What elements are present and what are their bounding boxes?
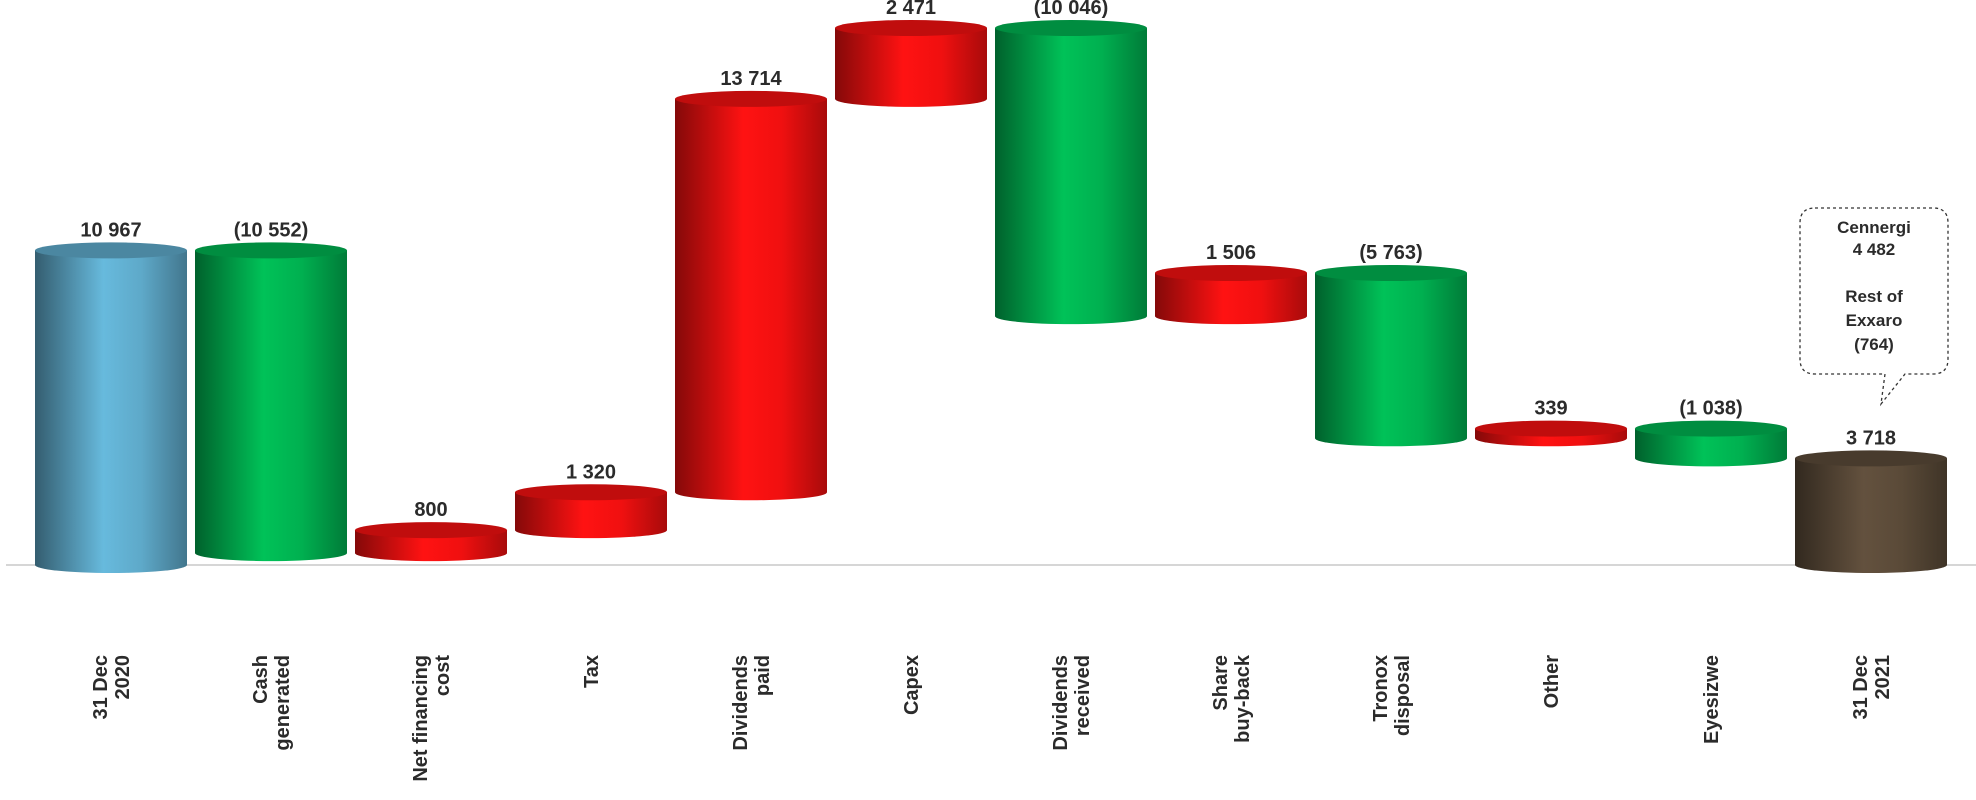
bar (995, 20, 1147, 325)
bar-top (835, 20, 987, 36)
bar (675, 90, 827, 501)
bar-top (675, 90, 827, 107)
bar (35, 242, 187, 573)
bar (195, 242, 347, 562)
category-label: Tronoxdisposal (1370, 655, 1414, 736)
bar-body (1635, 428, 1787, 467)
value-label: 1 506 (1206, 242, 1256, 264)
category-line: paid (752, 655, 774, 696)
bar-body (515, 492, 667, 539)
category-line: Tronox (1370, 655, 1392, 722)
category-label: Cashgenerated (250, 655, 294, 751)
category-line: 31 Dec (90, 655, 112, 720)
category-line: Share (1210, 655, 1232, 711)
category-line: Other (1541, 655, 1563, 709)
value-label: 1 320 (566, 461, 616, 483)
bar-body (1315, 272, 1467, 447)
category-label: Dividendsreceived (1050, 655, 1094, 751)
bar (1315, 264, 1467, 447)
category-line: Dividends (730, 655, 752, 751)
bar-body (995, 28, 1147, 325)
callout-box (1799, 207, 1949, 407)
annotation-text: Cennergi (1837, 218, 1911, 237)
category-label: Eyesizwe (1701, 655, 1723, 744)
category-line: Capex (901, 655, 923, 715)
bar-top (1315, 264, 1467, 281)
annotation-text: Exxaro (1846, 311, 1903, 330)
value-label: 3 718 (1846, 427, 1896, 449)
category-label: Net financingcost (410, 655, 454, 782)
bar-top (1475, 420, 1627, 437)
bar (1155, 264, 1307, 325)
bar (515, 484, 667, 539)
annotation-text: (764) (1854, 335, 1894, 354)
bar-top (35, 242, 187, 259)
category-line: cost (432, 655, 454, 696)
category-line: received (1072, 655, 1094, 736)
category-label: Capex (901, 655, 923, 715)
category-line: buy-back (1232, 654, 1254, 743)
bar-top (1795, 450, 1947, 467)
bar-top (355, 522, 507, 539)
bar-top (515, 484, 667, 501)
bar-top (1635, 420, 1787, 437)
value-label: 13 714 (720, 68, 782, 90)
value-label: 339 (1534, 398, 1567, 420)
category-line: Eyesizwe (1701, 655, 1723, 744)
bar (1475, 420, 1627, 447)
category-line: 2021 (1872, 655, 1894, 700)
bar-body (355, 530, 507, 562)
callout (1799, 207, 1949, 407)
value-label: (10 552) (234, 219, 309, 241)
bar (1795, 450, 1947, 573)
bar-body (675, 98, 827, 501)
category-line: Cash (250, 655, 272, 704)
category-line: 31 Dec (1850, 655, 1872, 720)
category-label: 31 Dec2020 (90, 655, 134, 720)
bar-top (1155, 264, 1307, 281)
annotation-text: 4 482 (1853, 240, 1896, 259)
category-line: disposal (1392, 655, 1414, 736)
bar-body (835, 28, 987, 107)
value-label: (5 763) (1359, 242, 1422, 264)
bar (355, 522, 507, 562)
bar (1635, 420, 1787, 467)
bar (835, 20, 987, 107)
bar-body (1795, 458, 1947, 573)
value-label: (1 038) (1679, 398, 1742, 420)
value-label: 2 471 (886, 0, 936, 19)
value-label: 800 (414, 499, 447, 521)
annotation-text: Rest of (1845, 287, 1903, 306)
category-line: generated (272, 655, 294, 751)
category-label: Tax (581, 655, 603, 688)
bar-top (995, 20, 1147, 36)
bar-top (195, 242, 347, 259)
category-line: Net financing (410, 655, 432, 782)
category-line: Dividends (1050, 655, 1072, 751)
value-label: 10 967 (80, 219, 141, 241)
category-line: 2020 (112, 655, 134, 700)
category-label: Sharebuy-back (1210, 654, 1254, 743)
bar-body (35, 250, 187, 573)
category-line: Tax (581, 655, 603, 688)
bar-body (195, 250, 347, 562)
value-label: (10 046) (1034, 0, 1109, 19)
category-label: Dividendspaid (730, 655, 774, 751)
category-label: Other (1541, 655, 1563, 709)
bar-body (1155, 272, 1307, 325)
category-label: 31 Dec2021 (1850, 655, 1894, 720)
